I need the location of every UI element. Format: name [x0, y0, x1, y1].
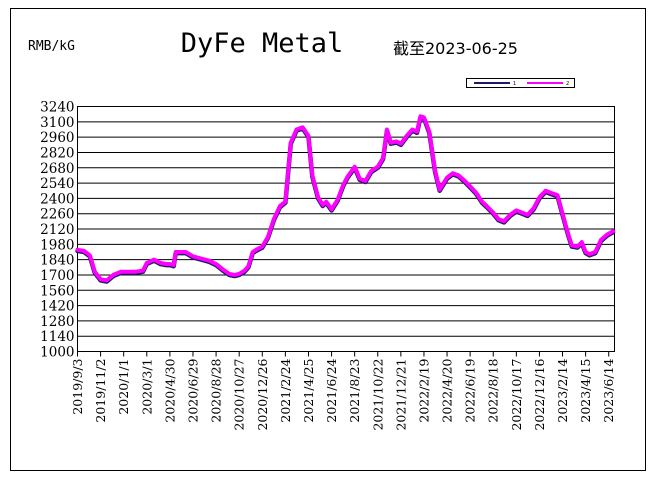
chart-subtitle: 截至2023-06-25: [393, 39, 518, 58]
x-tick-label: 2022/2/19: [416, 358, 431, 422]
x-tick-label: 2020/10/27: [232, 358, 247, 430]
x-tick-label: 2022/12/16: [532, 358, 547, 430]
y-tick-label: 2540: [40, 176, 74, 192]
y-axis-ticks: 3240310029602820268025402400226021201980…: [40, 100, 74, 361]
x-tick-label: 2021/2/24: [278, 358, 293, 422]
unit-label: RMB/kG: [28, 39, 75, 54]
x-tick-label: 2019/11/2: [93, 359, 108, 423]
y-tick-label: 1560: [40, 283, 74, 299]
series-group: [75, 114, 616, 284]
x-tick-label: 2021/12/21: [393, 359, 408, 431]
x-tick-label: 2022/6/19: [463, 358, 478, 422]
grid-lines: [77, 106, 615, 352]
y-tick-label: 1280: [40, 314, 74, 330]
y-tick-label: 2260: [40, 207, 74, 223]
x-tick-label: 2023/2/14: [555, 358, 570, 422]
x-tick-label: 2022/8/18: [486, 358, 501, 422]
y-tick-label: 2400: [40, 191, 74, 207]
x-tick-label: 2020/4/30: [162, 358, 177, 422]
series-2-line: [75, 114, 615, 283]
y-tick-label: 1840: [40, 253, 74, 269]
x-tick-label: 2023/4/15: [578, 359, 593, 423]
x-tick-label: 2022/10/17: [509, 358, 524, 430]
chart-title: DyFe Metal: [181, 28, 344, 59]
x-tick-label: 2020/8/28: [209, 358, 224, 422]
x-tick-label: 2021/6/24: [324, 358, 339, 422]
y-tick-label: 1000: [40, 345, 74, 361]
legend-label-series-1: 1: [513, 81, 516, 87]
y-tick-label: 3240: [40, 100, 74, 116]
x-tick-label: 2020/12/26: [255, 358, 270, 430]
y-tick-label: 2680: [40, 161, 74, 177]
y-tick-label: 2960: [40, 130, 74, 146]
x-tick-label: 2020/3/1: [139, 359, 154, 415]
x-tick-label: 2022/4/20: [440, 358, 455, 422]
legend: 1 2: [466, 78, 575, 88]
legend-box: [466, 78, 575, 88]
x-tick-label: 2021/8/23: [347, 358, 362, 422]
y-tick-label: 3100: [40, 115, 74, 131]
x-tick-label: 2020/1/1: [116, 359, 131, 415]
y-tick-label: 1980: [40, 237, 74, 253]
x-axis-ticks: 2019/9/3 2019/11/2 2020/1/1 2020/3/1 2020/4/…: [70, 351, 616, 431]
x-tick-label: 2021/10/22: [370, 359, 385, 431]
y-tick-label: 2820: [40, 145, 74, 161]
x-tick-label: 2019/9/3: [70, 358, 85, 414]
x-tick-label: 2020/6/29: [185, 358, 200, 422]
x-tick-label: 2021/4/25: [301, 359, 316, 423]
y-tick-label: 1700: [40, 268, 74, 284]
y-tick-label: 1420: [40, 299, 74, 315]
x-tick-label: 2023/6/14: [601, 358, 616, 422]
y-tick-label: 2120: [40, 222, 74, 238]
y-tick-label: 1140: [40, 329, 74, 345]
legend-label-series-2: 2: [566, 81, 569, 87]
